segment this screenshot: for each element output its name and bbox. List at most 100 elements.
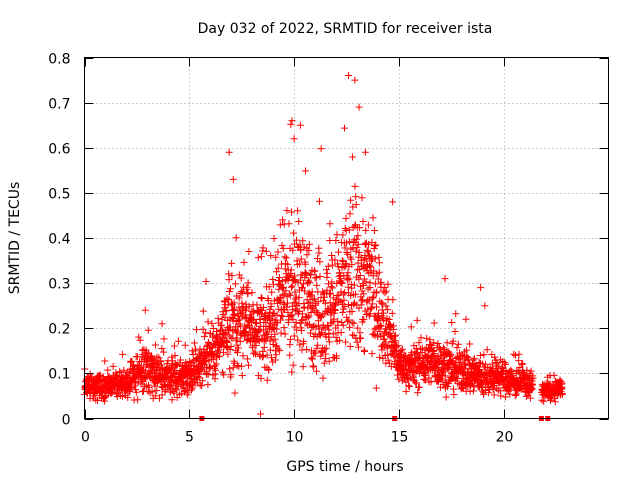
data-point bbox=[452, 310, 460, 318]
data-point bbox=[277, 316, 285, 324]
data-point bbox=[354, 343, 362, 351]
data-point bbox=[286, 351, 294, 359]
data-point bbox=[375, 268, 383, 276]
data-point bbox=[244, 289, 252, 297]
data-point bbox=[320, 293, 328, 301]
data-point bbox=[354, 232, 362, 240]
data-point bbox=[333, 352, 341, 360]
data-point bbox=[288, 117, 296, 125]
data-point bbox=[196, 381, 204, 389]
data-point bbox=[278, 241, 286, 249]
data-point bbox=[311, 274, 319, 282]
data-point bbox=[352, 201, 360, 209]
data-point bbox=[290, 135, 298, 143]
data-point bbox=[332, 236, 340, 244]
data-point bbox=[522, 392, 530, 400]
data-point bbox=[482, 360, 490, 368]
data-point bbox=[315, 197, 323, 205]
data-point bbox=[288, 368, 296, 376]
data-point bbox=[158, 320, 166, 328]
data-point bbox=[430, 350, 438, 358]
data-point bbox=[173, 386, 181, 394]
data-point bbox=[290, 332, 298, 340]
data-point bbox=[390, 322, 398, 330]
data-point bbox=[359, 281, 367, 289]
data-point bbox=[235, 294, 243, 302]
data-point bbox=[287, 283, 295, 291]
data-point bbox=[289, 246, 297, 254]
data-point bbox=[223, 339, 231, 347]
data-point bbox=[293, 236, 301, 244]
data-point bbox=[317, 314, 325, 322]
data-point bbox=[344, 269, 352, 277]
data-point bbox=[274, 345, 282, 353]
data-point bbox=[281, 253, 289, 261]
data-point bbox=[279, 244, 287, 252]
data-point bbox=[222, 307, 230, 315]
data-point bbox=[237, 287, 245, 295]
data-point bbox=[310, 363, 318, 371]
data-point bbox=[368, 238, 376, 246]
data-point bbox=[345, 275, 353, 283]
data-point bbox=[377, 278, 385, 286]
data-point bbox=[292, 318, 300, 326]
data-point bbox=[529, 374, 537, 382]
data-point bbox=[466, 340, 474, 348]
data-point bbox=[299, 237, 307, 245]
data-point bbox=[168, 396, 176, 404]
data-point bbox=[208, 320, 216, 328]
data-point bbox=[297, 255, 305, 263]
data-point bbox=[296, 121, 304, 129]
data-point bbox=[353, 244, 361, 252]
data-point bbox=[503, 387, 511, 395]
x-tick-label: 5 bbox=[185, 430, 194, 446]
data-point bbox=[202, 277, 210, 285]
data-point bbox=[364, 248, 372, 256]
data-point bbox=[515, 350, 523, 358]
data-point bbox=[353, 338, 361, 346]
data-point bbox=[172, 362, 180, 370]
data-point bbox=[441, 275, 449, 283]
data-point bbox=[174, 382, 182, 390]
data-point bbox=[265, 365, 273, 373]
data-point bbox=[320, 359, 328, 367]
data-point bbox=[296, 276, 304, 284]
data-point bbox=[405, 383, 413, 391]
data-point bbox=[305, 312, 313, 320]
data-point bbox=[454, 340, 462, 348]
data-point bbox=[337, 279, 345, 287]
data-point bbox=[124, 393, 132, 401]
data-point bbox=[362, 278, 370, 286]
y-axis-label: SRMTID / TECUs bbox=[7, 182, 23, 295]
data-point bbox=[407, 323, 415, 331]
data-point bbox=[550, 394, 558, 402]
data-point bbox=[341, 225, 349, 233]
data-point bbox=[443, 382, 451, 390]
data-point bbox=[376, 321, 384, 329]
data-point bbox=[417, 334, 425, 342]
data-point bbox=[508, 367, 516, 375]
data-point bbox=[276, 298, 284, 306]
data-point bbox=[170, 342, 178, 350]
data-point bbox=[450, 390, 458, 398]
data-point bbox=[375, 259, 383, 267]
data-point bbox=[116, 368, 124, 376]
data-point bbox=[238, 299, 246, 307]
data-point bbox=[434, 339, 442, 347]
data-point bbox=[235, 303, 243, 311]
data-point bbox=[312, 349, 320, 357]
data-point bbox=[415, 339, 423, 347]
data-point bbox=[362, 264, 370, 272]
data-point bbox=[276, 221, 284, 229]
data-point bbox=[230, 310, 238, 318]
data-point bbox=[302, 167, 310, 175]
data-point bbox=[373, 288, 381, 296]
data-point bbox=[362, 226, 370, 234]
data-point bbox=[291, 323, 299, 331]
data-point bbox=[364, 221, 372, 229]
data-point bbox=[311, 267, 319, 275]
data-point bbox=[359, 296, 367, 304]
data-point bbox=[209, 325, 217, 333]
y-tick-label: 0 bbox=[62, 413, 71, 429]
data-point bbox=[142, 346, 150, 354]
